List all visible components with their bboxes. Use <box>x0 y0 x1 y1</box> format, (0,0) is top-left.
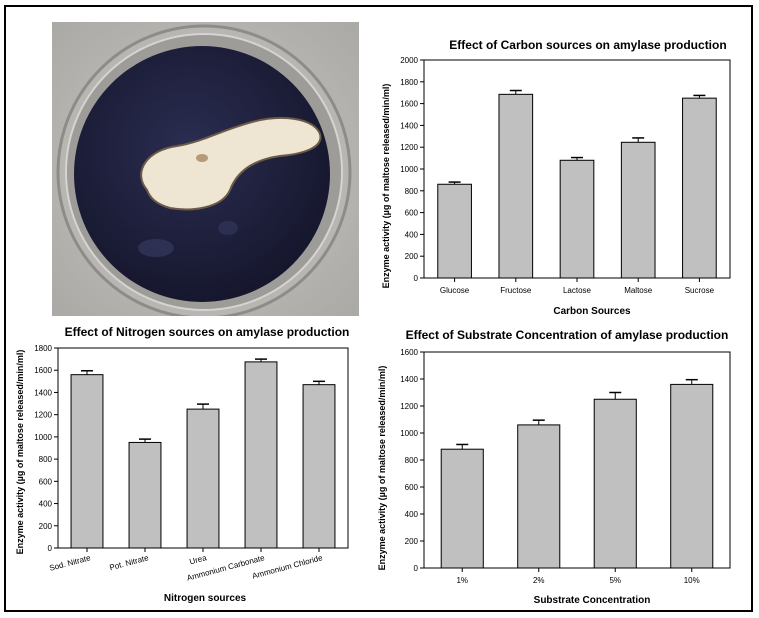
y-tick-label: 400 <box>405 510 419 519</box>
x-tick-label: 2% <box>533 576 545 585</box>
bar-1- <box>440 448 484 569</box>
x-tick-label: Lactose <box>563 286 592 295</box>
bar-maltose <box>620 141 656 279</box>
y-tick-label: 1000 <box>400 165 418 174</box>
agar-highlight <box>218 221 238 235</box>
chart-title: Effect of Carbon sources on amylase prod… <box>449 38 726 52</box>
x-tick-label: Fructose <box>500 286 532 295</box>
x-axis-label: Substrate Concentration <box>534 595 651 606</box>
y-tick-label: 1200 <box>400 143 418 152</box>
y-tick-label: 1600 <box>34 366 52 375</box>
x-axis-label: Carbon Sources <box>553 306 631 317</box>
bar-ammonium-carbonate <box>244 361 278 549</box>
bar-glucose <box>437 183 472 279</box>
bar-5- <box>593 398 637 569</box>
bar-urea <box>186 408 220 549</box>
x-tick-label: Sucrose <box>685 286 715 295</box>
y-tick-label: 1800 <box>34 344 52 353</box>
bar-fructose <box>498 93 534 279</box>
x-tick-label: Glucose <box>440 286 470 295</box>
x-tick-label: 1% <box>456 576 468 585</box>
agar-highlight <box>138 239 174 257</box>
y-tick-label: 1200 <box>400 402 418 411</box>
bar-ammonium-chloride <box>302 384 336 549</box>
y-tick-label: 600 <box>405 209 419 218</box>
plot-area: 0 200 400 600 800 1000 1200 1400 1600 1% 2% 5% 10% <box>400 348 731 585</box>
clear-zone-spot <box>196 154 208 162</box>
chart-title: Effect of Substrate Concentration of amy… <box>406 328 729 342</box>
bar-10- <box>670 383 714 569</box>
bar-sod-nitrate <box>70 374 104 549</box>
x-tick-label: Urea <box>188 553 208 566</box>
y-tick-label: 1000 <box>400 429 418 438</box>
y-tick-label: 1600 <box>400 100 418 109</box>
y-tick-label: 1800 <box>400 78 418 87</box>
y-tick-label: 800 <box>405 187 419 196</box>
y-tick-label: 0 <box>414 274 419 283</box>
y-tick-label: 800 <box>405 456 419 465</box>
nitrogen-sources-chart: Effect of Nitrogen sources on amylase pr… <box>15 325 350 604</box>
y-tick-label: 600 <box>39 477 53 486</box>
y-tick-label: 0 <box>48 544 53 553</box>
x-tick-label: Maltose <box>624 286 653 295</box>
y-tick-label: 400 <box>405 230 419 239</box>
bar-lactose <box>559 159 595 279</box>
x-tick-label: 10% <box>684 576 700 585</box>
bar-pot-nitrate <box>128 441 162 549</box>
carbon-sources-chart: Effect of Carbon sources on amylase prod… <box>381 38 731 317</box>
y-tick-label: 1400 <box>400 375 418 384</box>
y-axis-label: Enzyme activity (µg of maltose released/… <box>377 366 387 571</box>
y-tick-label: 0 <box>414 564 419 573</box>
x-tick-label: 5% <box>609 576 621 585</box>
bar-2- <box>517 424 561 569</box>
y-tick-label: 1200 <box>34 411 52 420</box>
y-tick-label: 1000 <box>34 433 52 442</box>
plot-area: 0 200 400 600 800 1000 1200 1400 1600 1800 2000 Glu… <box>400 56 731 295</box>
bar-sucrose <box>682 97 717 279</box>
petri-dish-photo <box>52 22 359 316</box>
y-tick-label: 200 <box>39 522 53 531</box>
y-axis-label: Enzyme activity (µg of maltose released/… <box>381 84 391 289</box>
substrate-concentration-chart: Effect of Substrate Concentration of amy… <box>377 328 731 606</box>
clear-zone <box>140 117 322 211</box>
x-tick-label: Pot. Nitrate <box>109 553 151 572</box>
chart-title: Effect of Nitrogen sources on amylase pr… <box>65 325 350 339</box>
y-tick-label: 200 <box>405 252 419 261</box>
y-tick-label: 1400 <box>34 388 52 397</box>
y-axis-label: Enzyme activity (µg of maltose released/… <box>15 350 25 555</box>
y-tick-label: 200 <box>405 537 419 546</box>
y-tick-label: 2000 <box>400 56 418 65</box>
x-axis-label: Nitrogen sources <box>164 593 247 604</box>
y-tick-label: 400 <box>39 500 53 509</box>
y-tick-label: 800 <box>39 455 53 464</box>
y-tick-label: 1400 <box>400 121 418 130</box>
plot-area: 0 200 400 600 800 1000 1200 1400 1600 1800 Sod. Ni… <box>34 344 349 583</box>
y-tick-label: 1600 <box>400 348 418 357</box>
y-tick-label: 600 <box>405 483 419 492</box>
x-tick-label: Sod. Nitrate <box>48 553 92 573</box>
